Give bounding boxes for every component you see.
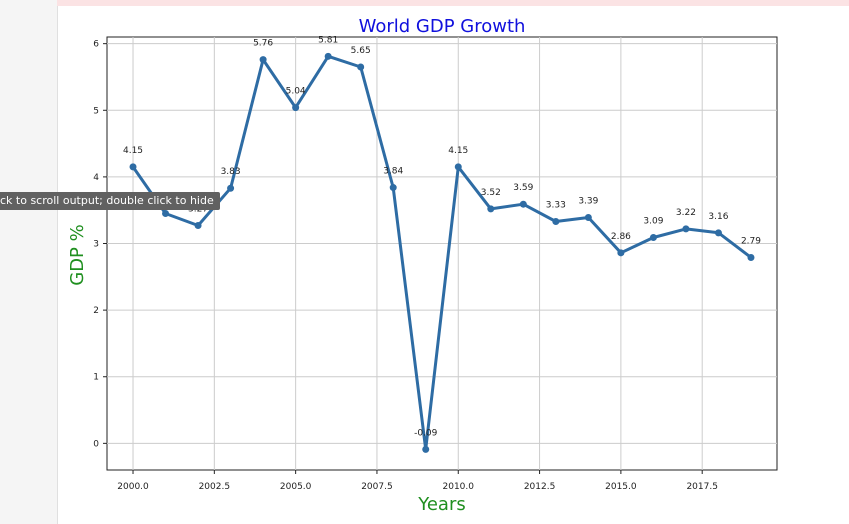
data-point bbox=[649, 234, 657, 242]
data-label: 3.59 bbox=[513, 183, 533, 193]
data-labels: 4.153.273.835.765.045.815.653.84-0.094.1… bbox=[123, 35, 761, 438]
x-tick-label: 2005.0 bbox=[280, 482, 312, 492]
data-label: 3.39 bbox=[578, 197, 598, 207]
data-point bbox=[617, 249, 625, 257]
x-tick-label: 2000.0 bbox=[117, 482, 149, 492]
y-tick-label: 3 bbox=[93, 240, 99, 250]
series-line bbox=[131, 54, 752, 451]
x-axis-label: Years bbox=[417, 494, 466, 515]
data-point bbox=[454, 163, 462, 171]
y-tick-label: 2 bbox=[93, 306, 99, 316]
x-axis-ticks: 2000.0 2002.5 2005.0 2007.5 2010.0 2012.5 2015… bbox=[117, 470, 718, 492]
data-label: 3.84 bbox=[383, 167, 403, 177]
data-label: 3.33 bbox=[546, 201, 566, 211]
data-label: 4.15 bbox=[448, 146, 468, 156]
data-point bbox=[227, 184, 235, 192]
data-label: 3.16 bbox=[708, 212, 728, 222]
data-point bbox=[552, 218, 560, 226]
data-point bbox=[584, 214, 592, 222]
x-tick-label: 2015.0 bbox=[605, 482, 637, 492]
y-axis-ticks: 0 1 2 3 4 5 6 bbox=[93, 40, 107, 449]
data-label: 5.81 bbox=[318, 35, 338, 45]
data-point bbox=[162, 210, 170, 218]
plot-area bbox=[106, 36, 778, 471]
data-point bbox=[682, 225, 690, 233]
data-label: 2.86 bbox=[611, 232, 631, 242]
output-top-strip bbox=[57, 0, 849, 6]
y-axis-label: GDP % bbox=[67, 224, 88, 286]
x-tick-label: 2017.5 bbox=[686, 482, 718, 492]
scroll-output-tooltip: ck to scroll output; double click to hid… bbox=[0, 192, 220, 210]
data-label: 2.79 bbox=[741, 236, 761, 246]
data-label: 5.04 bbox=[286, 87, 306, 97]
y-tick-label: 4 bbox=[93, 173, 99, 183]
data-label: 3.22 bbox=[676, 208, 696, 218]
data-label: 3.52 bbox=[481, 188, 501, 198]
y-tick-label: 5 bbox=[93, 106, 99, 116]
y-tick-label: 6 bbox=[93, 40, 99, 50]
y-tick-label: 1 bbox=[93, 373, 99, 383]
data-label: -0.09 bbox=[414, 428, 438, 438]
data-point bbox=[259, 56, 267, 64]
data-label: 5.65 bbox=[351, 46, 371, 56]
data-point bbox=[422, 445, 430, 453]
data-point bbox=[519, 200, 527, 208]
data-label: 4.15 bbox=[123, 146, 143, 156]
data-point bbox=[357, 63, 365, 71]
data-point bbox=[487, 205, 495, 213]
data-point bbox=[747, 253, 755, 261]
output-gutter[interactable] bbox=[0, 0, 58, 524]
x-tick-label: 2002.5 bbox=[199, 482, 231, 492]
x-tick-label: 2007.5 bbox=[361, 482, 393, 492]
data-points bbox=[129, 52, 755, 453]
data-point bbox=[324, 52, 332, 60]
x-tick-label: 2010.0 bbox=[443, 482, 475, 492]
chart-title: World GDP Growth bbox=[359, 16, 526, 37]
data-label: 3.09 bbox=[643, 217, 663, 227]
data-point bbox=[389, 184, 397, 192]
data-point bbox=[714, 229, 722, 237]
data-point bbox=[129, 163, 137, 171]
data-point bbox=[292, 104, 300, 112]
y-tick-label: 0 bbox=[93, 439, 99, 449]
data-label: 3.83 bbox=[221, 167, 241, 177]
data-label: 5.76 bbox=[253, 39, 273, 49]
x-tick-label: 2012.5 bbox=[524, 482, 556, 492]
data-point bbox=[194, 222, 202, 230]
